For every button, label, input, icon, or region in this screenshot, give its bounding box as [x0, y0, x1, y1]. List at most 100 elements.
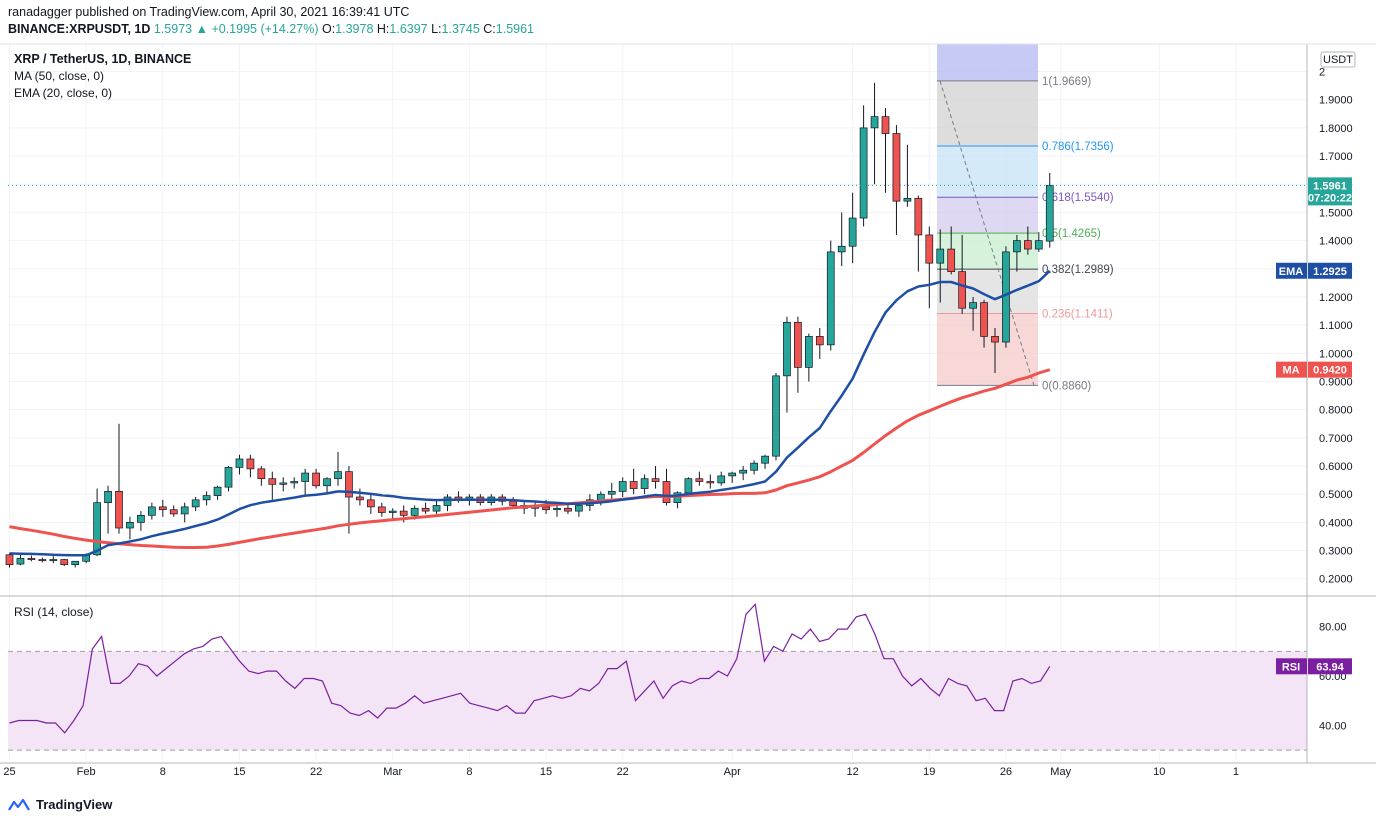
ema-legend[interactable]: EMA (20, close, 0) [14, 86, 113, 100]
candle-body [246, 458, 255, 470]
ema-tag [1276, 262, 1307, 279]
candle-body [1023, 240, 1032, 250]
candle-body [268, 478, 277, 485]
candle-body [148, 506, 156, 516]
candle-body [1045, 185, 1054, 242]
brand-name: TradingView [36, 797, 113, 812]
currency-box [1320, 51, 1356, 68]
candle-body [794, 321, 802, 368]
candle-body [27, 558, 36, 560]
candle-body [651, 478, 660, 482]
candle-body [892, 133, 901, 202]
candle-body [936, 248, 945, 264]
price-tick-label: 2 [1319, 67, 1325, 79]
open-label: O: [321, 22, 336, 36]
tradingview-footer[interactable]: TradingView [8, 797, 112, 812]
rsi-tag [1276, 658, 1307, 675]
candle-body [640, 478, 649, 489]
rsi-badge [1308, 658, 1352, 675]
candle-body [958, 271, 967, 309]
candle-body [728, 472, 737, 477]
candle-body [367, 499, 375, 508]
date-tick-label: 15 [540, 766, 552, 778]
price-change: +0.1995 (+14.27%) [211, 22, 319, 36]
candle-body [881, 116, 890, 134]
candle-body [804, 336, 813, 368]
ma-tag [1276, 361, 1307, 378]
rsi-badge-value: 63.94 [1316, 661, 1344, 673]
tradingview-logo-icon [8, 798, 30, 811]
date-tick-label: 8 [466, 766, 472, 778]
price-badge [1308, 177, 1352, 206]
candle-body [93, 502, 101, 556]
candle-body [388, 510, 397, 513]
date-tick-label: 25 [3, 766, 15, 778]
candle-body [126, 522, 134, 529]
date-tick-label: 10 [1153, 766, 1165, 778]
price-tick-label: 0.3000 [1319, 546, 1353, 558]
candle-body [859, 127, 868, 219]
ma-badge-value: 0.9420 [1313, 365, 1347, 377]
candle-body [16, 558, 25, 565]
candle-body [104, 491, 112, 504]
rsi-band [8, 650, 1307, 751]
fib-zone [937, 197, 1038, 234]
candle-body [137, 514, 145, 523]
candle-body [235, 458, 244, 468]
candle-body [607, 491, 616, 495]
candle-body [750, 462, 758, 471]
candle-body [334, 471, 342, 480]
ma-badge [1308, 361, 1352, 378]
date-tick-label: 8 [160, 766, 166, 778]
candle-body [706, 481, 715, 484]
date-tick-label: Mar [383, 766, 402, 778]
candle-body [399, 510, 408, 516]
high-label: H: [376, 22, 390, 36]
price-tick-label: 1.8000 [1319, 123, 1353, 135]
candle-body [312, 472, 320, 487]
low-label: L: [431, 22, 442, 36]
price-tick-label: 1.5000 [1319, 207, 1353, 219]
candle-body [914, 197, 923, 236]
candle-body [257, 468, 266, 480]
high-value: 1.6397 [389, 22, 428, 36]
price-tick-label: 1.4000 [1319, 236, 1353, 248]
currency-label: USDT [1323, 54, 1353, 66]
fib-retracement: 1(1.9669) 0.786(1.7356) 0.618(1.5540) 0.5(1… [937, 44, 1114, 392]
candle-body [739, 469, 748, 474]
candle-body [38, 559, 47, 562]
ema-badge-value: 1.2925 [1313, 266, 1347, 278]
price-tick-label: 1.7000 [1319, 151, 1353, 163]
date-tick-label: 1 [1233, 766, 1239, 778]
rsi-legend[interactable]: RSI (14, close) [14, 605, 94, 619]
candle-body [356, 496, 364, 501]
candle-body [925, 234, 934, 264]
date-tick-label: 19 [923, 766, 935, 778]
candle-body [783, 321, 791, 377]
grid [8, 44, 1307, 760]
ema-badge [1308, 262, 1352, 279]
candle-body [564, 507, 572, 512]
publisher-text: ranadagger published on TradingView.com,… [8, 5, 410, 19]
candle-body [947, 248, 956, 272]
candle-body [848, 217, 857, 247]
date-tick-label: 22 [310, 766, 322, 778]
fib-zone-top [937, 44, 1038, 81]
candle-body [684, 478, 693, 494]
candle-body [1034, 240, 1043, 250]
price-badge-value: 1.5961 [1313, 180, 1347, 192]
candle-body [180, 506, 189, 515]
publisher-line: ranadagger published on TradingView.com,… [8, 5, 409, 19]
open-value: 1.3978 [335, 22, 374, 36]
symbol-label: BINANCE:XRPUSDT, 1D [8, 22, 151, 36]
price-tick-label: 0.4000 [1319, 517, 1353, 529]
price-tick-label: 1.9000 [1319, 95, 1353, 107]
rsi-tag-label: RSI [1282, 661, 1300, 673]
candle-body [443, 496, 452, 506]
price-tick-label: 0.2000 [1319, 574, 1353, 586]
candle-body [410, 507, 419, 516]
indicator-legend: XRP / TetherUS, 1D, BINANCE MA (50, clos… [14, 52, 191, 102]
candles [5, 82, 1054, 568]
ma-legend[interactable]: MA (50, close, 0) [14, 69, 105, 83]
